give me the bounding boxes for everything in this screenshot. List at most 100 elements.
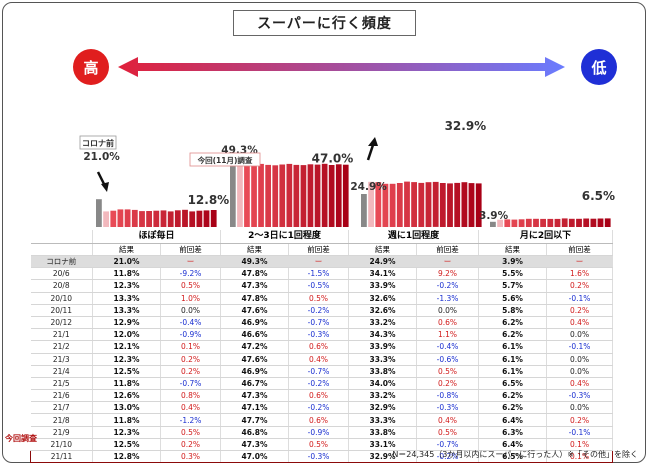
difference-cell: -0.8% [416, 389, 480, 403]
table-header-row: ほぼ毎日 2～3日に1回程度 週に1回程度 月に2回以下 [30, 230, 614, 244]
difference-cell: 0.4% [546, 316, 614, 330]
bar [300, 165, 307, 227]
difference-cell: 0.8% [160, 389, 222, 403]
result-cell: 6.2% [478, 389, 548, 403]
difference-cell: -1.5% [288, 267, 350, 281]
difference-cell: 0.2% [160, 438, 222, 452]
bar [328, 165, 335, 227]
current-annotation: 今回(11月)調査 [189, 152, 261, 167]
difference-cell: 0.1% [546, 449, 614, 464]
difference-cell: -9.2% [160, 267, 222, 281]
bar-label-first: 3.9% [479, 210, 509, 222]
result-cell: 24.9% [348, 255, 418, 269]
difference-cell: 0.0% [416, 304, 480, 317]
bar [293, 164, 300, 227]
result-cell: 12.8% [92, 449, 161, 464]
difference-cell: 0.2% [160, 353, 222, 366]
difference-cell: 0.6% [288, 413, 350, 427]
result-cell: 47.2% [220, 340, 290, 354]
bar [244, 164, 250, 227]
difference-cell: -0.3% [546, 389, 614, 403]
difference-cell: 1.0% [160, 292, 222, 305]
chart-title: スーパーに行く頻度 [233, 10, 416, 36]
difference-cell: 0.0% [546, 401, 614, 415]
bar [167, 211, 174, 227]
result-cell: 33.9% [348, 279, 418, 293]
bar [547, 218, 554, 227]
table-row: 21/4 12.5% 0.2% 46.9% -0.7% 33.8% 0.5% 6.1% 0.0% [30, 365, 614, 378]
result-cell: 6.3% [478, 426, 548, 439]
row-label: 21/11 [30, 449, 93, 464]
difference-cell: -0.7% [160, 377, 222, 391]
result-cell: 33.3% [348, 353, 418, 366]
result-cell: 5.7% [478, 279, 548, 293]
difference-cell: 0.4% [416, 413, 480, 427]
bar [554, 218, 561, 227]
result-cell: 47.7% [220, 413, 290, 427]
pre-covid-label-box [79, 135, 117, 150]
bar [432, 181, 439, 227]
result-cell: 12.3% [92, 279, 161, 293]
bar [96, 199, 102, 227]
bar [375, 182, 382, 227]
table-row: 20/12 12.9% -0.4% 46.9% -0.7% 33.2% 0.6% 6.2% 0.… [30, 316, 614, 330]
result-cell: 46.8% [220, 426, 290, 439]
result-cell: 5.5% [478, 267, 548, 281]
bar [160, 210, 167, 227]
result-cell: 46.6% [220, 328, 290, 342]
bar [237, 163, 243, 227]
difference-cell: 0.5% [416, 426, 480, 439]
table-row: 21/6 12.6% 0.8% 47.3% 0.6% 33.2% -0.8% 6.2% -0.3… [30, 389, 614, 403]
column-subheader: 前回差 [546, 243, 614, 256]
difference-cell: -0.3% [288, 328, 350, 342]
difference-cell: ー [160, 255, 222, 269]
table-row: 21/5 11.8% -0.7% 46.7% -0.2% 34.0% 0.2% 6.5% 0.4… [30, 377, 614, 391]
bar [272, 165, 279, 227]
row-label: 21/10 [30, 438, 93, 452]
difference-cell: 0.4% [546, 377, 614, 391]
result-cell: 33.2% [348, 389, 418, 403]
result-cell: 32.9% [348, 401, 418, 415]
bar [117, 209, 124, 227]
result-cell: 6.4% [478, 413, 548, 427]
difference-cell: 0.2% [416, 377, 480, 391]
bar [321, 163, 328, 227]
row-label: 21/1 [30, 328, 93, 342]
column-subheader: 前回差 [416, 243, 480, 256]
result-cell: 6.2% [478, 328, 548, 342]
difference-cell: -0.4% [160, 316, 222, 330]
bar [258, 163, 264, 227]
bar [182, 209, 188, 227]
row-label: 21/3 [30, 353, 93, 366]
bar [342, 164, 349, 227]
difference-cell: -1.3% [416, 292, 480, 305]
difference-cell: 0.1% [160, 340, 222, 354]
difference-cell: -0.2% [416, 449, 480, 464]
bar [533, 218, 539, 227]
result-cell: 34.3% [348, 328, 418, 342]
current-survey-label: 今回調査 [5, 434, 37, 443]
difference-cell: 0.2% [546, 304, 614, 317]
result-cell: 11.8% [92, 377, 161, 391]
current-label: 今回(11月)調査 [197, 155, 253, 165]
result-cell: 47.8% [220, 292, 290, 305]
bar [525, 218, 532, 227]
result-cell: 47.3% [220, 438, 290, 452]
bar [439, 183, 446, 227]
difference-cell: 1.1% [416, 328, 480, 342]
result-cell: 5.8% [478, 304, 548, 317]
table-row: 20/6 11.8% -9.2% 47.8% -1.5% 34.1% 9.2% 5.5% 1.6… [30, 267, 614, 281]
bar-groups [96, 161, 611, 227]
bar [174, 210, 181, 227]
bar [103, 211, 109, 227]
result-cell: 6.1% [478, 353, 548, 366]
difference-cell: 0.0% [546, 353, 614, 366]
bar [468, 183, 475, 227]
bar [418, 182, 425, 227]
column-subheader: 結果 [220, 243, 290, 256]
result-cell: 13.3% [92, 304, 161, 317]
bar [307, 164, 314, 227]
difference-cell: -0.2% [288, 304, 350, 317]
difference-cell: 0.0% [546, 365, 614, 378]
sample-note: N＝24,345（3か月以内にスーパーに行った人）※「その他」を除く [392, 450, 638, 459]
